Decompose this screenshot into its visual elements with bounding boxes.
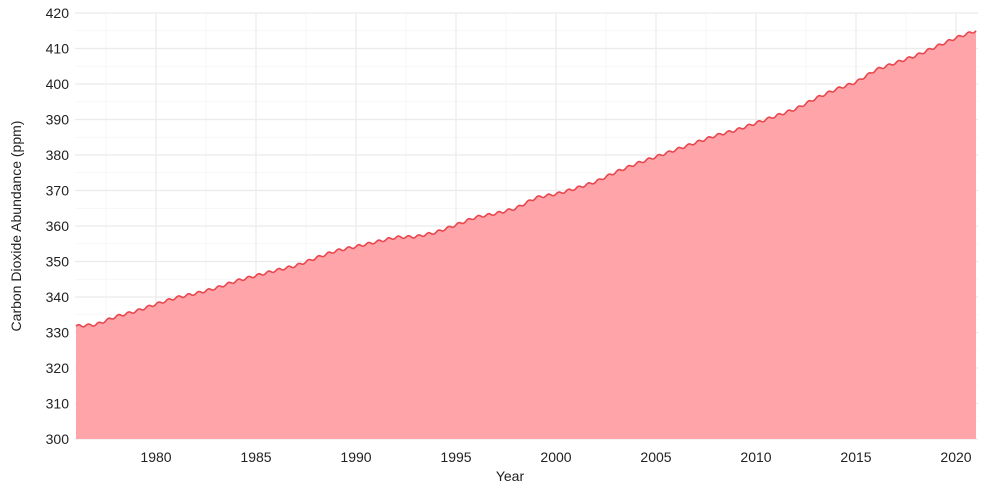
x-axis-ticks: 1980 1985 1990 1995 2000 2005 2010 2015 2020: [140, 449, 971, 465]
x-tick-label: 2020: [940, 449, 971, 465]
co2-line: [75, 30, 977, 328]
y-axis-ticks: 300 310 320 330 340 350 360 370 380 390 400 410 420: [46, 5, 70, 447]
y-tick-label: 400: [46, 76, 70, 92]
y-tick-label: 300: [46, 431, 70, 447]
x-tick-label: 2005: [640, 449, 671, 465]
y-tick-label: 420: [46, 5, 70, 21]
y-axis-title: Carbon Dioxide Abundance (ppm): [8, 121, 24, 332]
x-tick-label: 1995: [440, 449, 471, 465]
y-tick-label: 360: [46, 218, 70, 234]
y-tick-label: 340: [46, 289, 70, 305]
x-tick-label: 1980: [140, 449, 171, 465]
x-tick-label: 1985: [240, 449, 271, 465]
x-axis-title: Year: [496, 468, 525, 484]
x-tick-label: 1990: [340, 449, 371, 465]
y-tick-label: 370: [46, 183, 70, 199]
y-tick-label: 320: [46, 360, 70, 376]
y-tick-label: 390: [46, 112, 70, 128]
y-tick-label: 350: [46, 254, 70, 270]
y-tick-label: 330: [46, 325, 70, 341]
y-tick-label: 380: [46, 147, 70, 163]
x-tick-label: 2010: [740, 449, 771, 465]
y-tick-label: 310: [46, 396, 70, 412]
x-tick-label: 2015: [840, 449, 871, 465]
x-tick-label: 2000: [540, 449, 571, 465]
y-tick-label: 410: [46, 41, 70, 57]
co2-area-fill: [76, 30, 976, 440]
